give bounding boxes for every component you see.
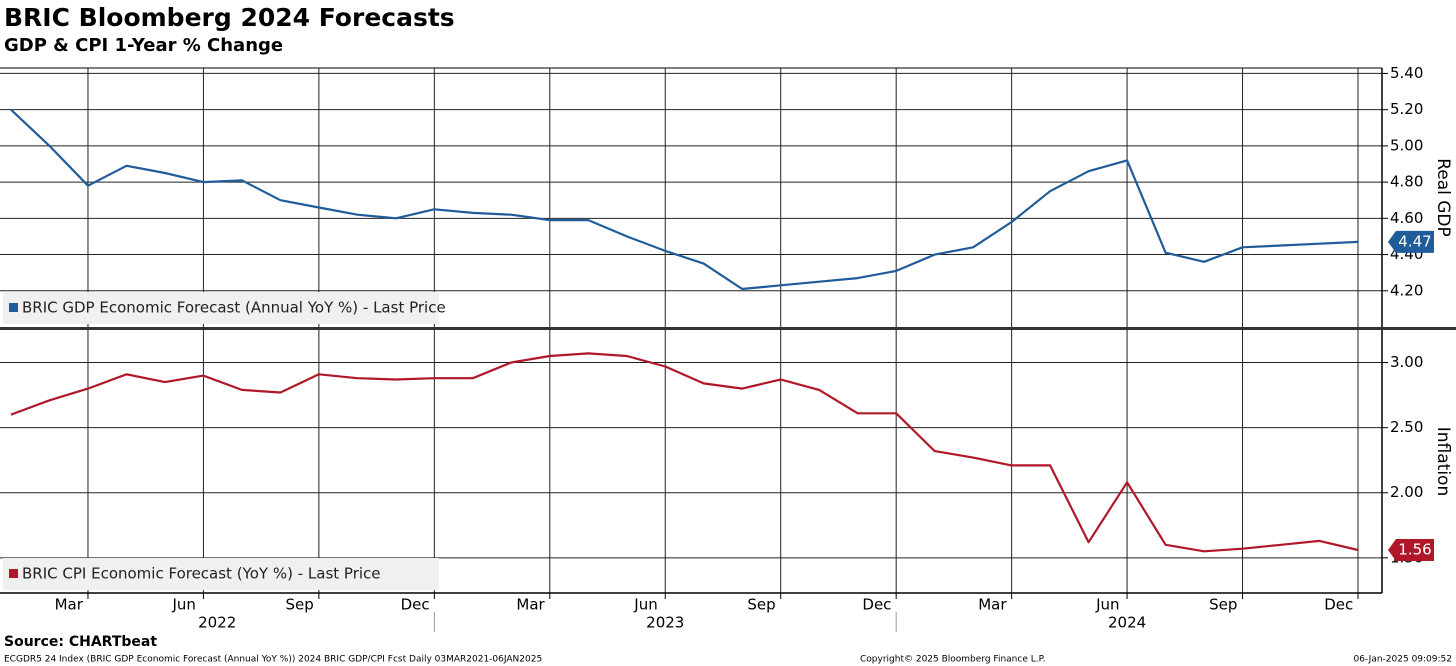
last-value-tag [1388, 539, 1434, 562]
x-tick-label: Jun [633, 596, 657, 614]
x-tick-label: Dec [862, 596, 891, 614]
y-tick-label: 5.40 [1390, 64, 1423, 82]
year-label: 2024 [1108, 614, 1146, 632]
chart-subtitle: GDP & CPI 1-Year % Change [4, 35, 283, 56]
y-tick-label: 2.00 [1390, 483, 1423, 501]
year-label: 2022 [198, 614, 236, 632]
legend-label: BRIC GDP Economic Forecast (Annual YoY %… [22, 299, 446, 317]
x-tick-label: Sep [1209, 596, 1237, 614]
y-tick-label: 3.00 [1390, 353, 1423, 371]
x-tick-label: Jun [1095, 596, 1119, 614]
ticker: ECGDR5 24 Index (BRIC GDP Economic Forec… [4, 655, 542, 665]
y-tick-label: 4.60 [1390, 209, 1423, 227]
x-tick-label: Mar [55, 596, 84, 614]
legend-box [3, 558, 439, 590]
timestamp: 06-Jan-2025 09:09:52 [1353, 655, 1452, 665]
last-value-tag [1388, 230, 1434, 253]
y-tick-label: 4.20 [1390, 281, 1423, 299]
x-tick-label: Mar [978, 596, 1007, 614]
legend-swatch [9, 569, 18, 578]
x-tick-label: Jun [171, 596, 195, 614]
y-tick-label: 5.20 [1390, 100, 1423, 118]
series-line [10, 108, 1359, 291]
source: Source: CHARTbeat [4, 634, 157, 650]
y-tick-label: 2.50 [1390, 418, 1423, 436]
legend-swatch [9, 303, 18, 312]
x-tick-label: Dec [1324, 596, 1353, 614]
chart-title: BRIC Bloomberg 2024 Forecasts [4, 3, 455, 32]
x-tick-label: Sep [747, 596, 775, 614]
series-line [10, 352, 1359, 553]
y-tick-label: 5.00 [1390, 136, 1423, 154]
x-tick-label: Mar [516, 596, 545, 614]
x-tick-label: Dec [401, 596, 430, 614]
year-label: 2023 [646, 614, 684, 632]
last-value-label: 1.56 [1398, 541, 1431, 559]
copyright: Copyright© 2025 Bloomberg Finance L.P. [860, 655, 1045, 665]
x-tick-label: Sep [286, 596, 314, 614]
legend-label: BRIC CPI Economic Forecast (YoY %) - Las… [22, 565, 381, 583]
legend-box [3, 292, 439, 324]
axis-label: Inflation [1433, 427, 1453, 496]
last-value-label: 4.47 [1398, 232, 1431, 250]
y-tick-label: 4.80 [1390, 173, 1423, 191]
panel-divider [0, 327, 1456, 330]
axis-label: Real GDP [1433, 158, 1453, 237]
